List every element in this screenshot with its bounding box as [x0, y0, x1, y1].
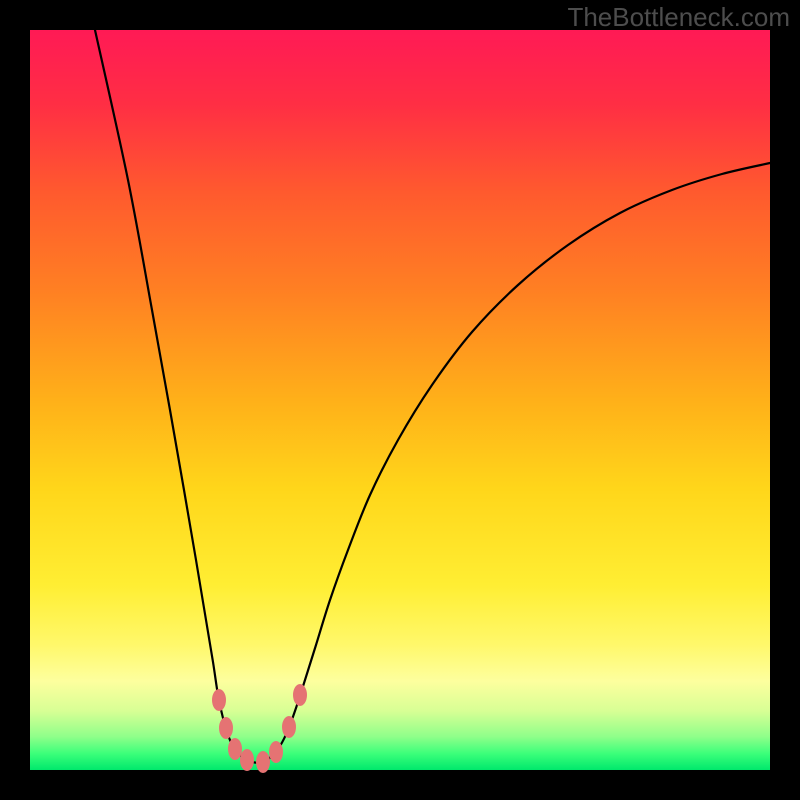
curve-marker	[256, 751, 270, 773]
curve-marker	[293, 684, 307, 706]
curve-marker	[219, 717, 233, 739]
curve-marker	[240, 749, 254, 771]
curve-marker	[282, 716, 296, 738]
chart-frame: TheBottleneck.com	[0, 0, 800, 800]
gradient-background	[30, 30, 770, 770]
curve-marker	[269, 741, 283, 763]
curve-marker	[212, 689, 226, 711]
curve-marker	[228, 738, 242, 760]
chart-svg	[0, 0, 800, 800]
